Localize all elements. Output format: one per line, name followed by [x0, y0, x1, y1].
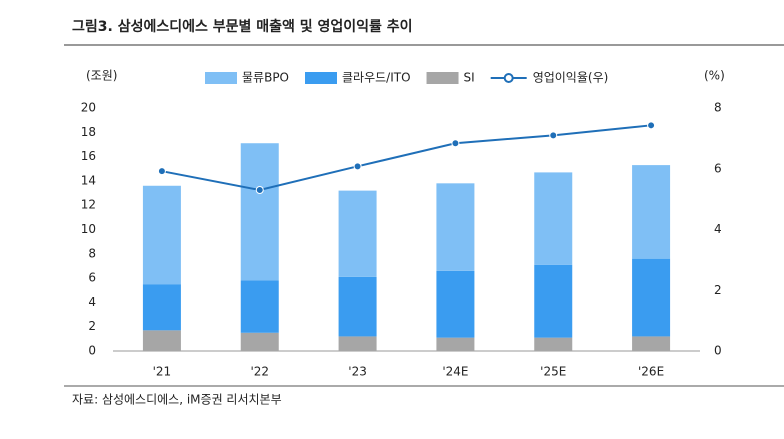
legend-label: 물류BPO — [242, 71, 289, 85]
y2-tick-label: 0 — [714, 344, 722, 358]
chart-title: 그림3. 삼성에스디에스 부문별 매출액 및 영업이익률 추이 — [72, 18, 413, 35]
legend-marker — [503, 73, 514, 83]
bar-segment — [338, 190, 377, 277]
line-marker — [549, 131, 558, 140]
y-tick-label: 8 — [88, 246, 96, 260]
bar-segment — [534, 337, 573, 351]
y-tick-label: 18 — [81, 125, 96, 139]
y-tick-label: 10 — [81, 222, 96, 236]
y2-axis-label: (%) — [704, 69, 725, 83]
bar-segment — [240, 280, 279, 333]
y-tick-label: 6 — [88, 271, 96, 285]
legend-label: SI — [464, 71, 475, 85]
bar-segment — [534, 264, 573, 338]
source: 자료: 삼성에스디에스, iM증권 리서치본부 — [72, 393, 282, 407]
bar-segment — [142, 185, 181, 285]
x-tick-label: '22 — [250, 365, 269, 379]
bar-segment — [632, 336, 671, 351]
line — [161, 124, 652, 192]
line-marker — [353, 162, 362, 171]
bar-segment — [436, 270, 475, 338]
x-tick-label: '23 — [348, 365, 367, 379]
bar-segment — [338, 336, 377, 351]
bar-segment — [632, 165, 671, 259]
bar-segment — [338, 276, 377, 337]
bar-segment — [142, 330, 181, 351]
y2-tick-label: 2 — [714, 283, 722, 297]
line-marker — [157, 167, 166, 176]
y-tick-label: 14 — [81, 173, 96, 187]
legend-swatch — [205, 72, 237, 84]
y-tick-label: 16 — [81, 149, 96, 163]
y-axis-label: (조원) — [86, 69, 117, 83]
bar-segment — [632, 258, 671, 337]
y2-tick-label: 4 — [714, 222, 722, 236]
x-tick-label: '21 — [153, 365, 172, 379]
bar-segment — [142, 284, 181, 331]
line-marker — [255, 186, 264, 195]
line-marker — [451, 139, 460, 148]
x-tick-label: '25E — [540, 365, 566, 379]
x-tick-label: '24E — [442, 365, 468, 379]
legend-swatch — [305, 72, 337, 84]
legend-label: 영업이익율(우) — [533, 71, 609, 85]
bar-segment — [534, 172, 573, 265]
legend-swatch — [426, 72, 459, 84]
bar-segment — [436, 337, 475, 351]
bar-segment — [240, 143, 279, 281]
y2-tick-label: 6 — [714, 161, 722, 175]
x-tick-label: '26E — [638, 365, 664, 379]
y-tick-label: 12 — [81, 198, 96, 212]
y2-tick-label: 8 — [714, 101, 722, 115]
line-marker — [647, 121, 656, 130]
bar-segment — [240, 332, 279, 351]
legend-label: 클라우드/ITO — [342, 71, 411, 85]
y-tick-label: 4 — [88, 295, 96, 309]
y-tick-label: 20 — [81, 101, 96, 115]
bar-segment — [436, 183, 475, 271]
y-tick-label: 0 — [88, 344, 96, 358]
y-tick-label: 2 — [88, 319, 96, 333]
